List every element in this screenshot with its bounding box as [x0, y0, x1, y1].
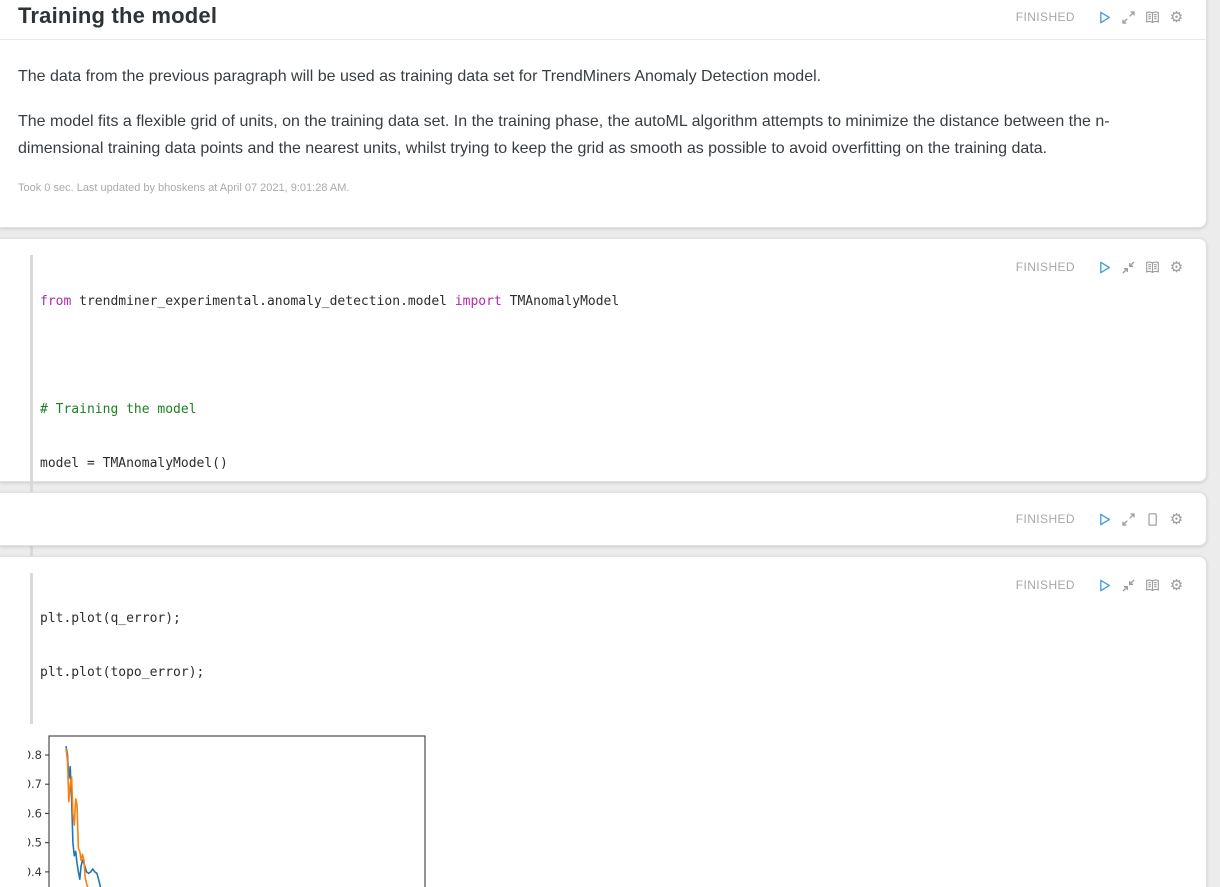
paragraph-empty[interactable]: FINISHED ⚙ — [0, 492, 1207, 546]
expand-icon[interactable] — [1121, 512, 1136, 527]
svg-text:0.8: 0.8 — [28, 748, 42, 762]
paragraph-training-code: FINISHED ⚙ from trendminer_experimental.… — [0, 238, 1207, 820]
page-title: Training the model — [18, 3, 218, 28]
status-badge: FINISHED — [1015, 260, 1075, 274]
book-open-icon[interactable] — [1145, 578, 1160, 593]
play-icon[interactable] — [1097, 512, 1112, 527]
svg-text:0.5: 0.5 — [28, 836, 42, 850]
gear-icon[interactable]: ⚙ — [1169, 575, 1184, 594]
gear-icon[interactable]: ⚙ — [1169, 509, 1184, 528]
code-line: plt.plot(q_error); — [40, 611, 181, 626]
book-open-icon[interactable] — [1145, 260, 1160, 275]
gear-icon[interactable]: ⚙ — [1169, 257, 1184, 276]
code-line: model = TMAnomalyModel() — [40, 456, 228, 471]
svg-text:0.7: 0.7 — [28, 777, 42, 791]
paragraph-markdown: FINISHED ⚙ Training the model The data f… — [0, 0, 1207, 228]
status-badge: FINISHED — [1015, 512, 1075, 526]
plot-output: 0.10.20.30.40.50.60.70.80100200300400500 — [28, 732, 1206, 887]
code-line-blank — [40, 347, 1206, 365]
collapse-icon[interactable] — [1121, 578, 1136, 593]
expand-icon[interactable] — [1121, 10, 1136, 25]
svg-text:0.6: 0.6 — [28, 806, 42, 820]
paragraph-toolbar: FINISHED ⚙ — [1016, 9, 1184, 25]
paragraph-toolbar: FINISHED ⚙ — [1016, 511, 1184, 527]
code-line: # Training the model — [40, 402, 197, 417]
play-icon[interactable] — [1097, 578, 1112, 593]
markdown-paragraph-1: The data from the previous paragraph wil… — [18, 68, 822, 85]
code-line: plt.plot(topo_error); — [40, 665, 205, 680]
play-icon[interactable] — [1097, 260, 1112, 275]
paragraph-footer: Took 0 sec. Last updated by bhoskens at … — [18, 181, 350, 194]
gear-icon[interactable]: ⚙ — [1169, 7, 1184, 26]
book-closed-icon[interactable] — [1145, 512, 1160, 527]
collapse-icon[interactable] — [1121, 260, 1136, 275]
paragraph-plot-code: FINISHED ⚙ plt.plot(q_error); plt.plot(t… — [0, 556, 1207, 887]
code-line: from trendminer_experimental.anomaly_det… — [40, 294, 620, 309]
paragraph-toolbar: FINISHED ⚙ — [1016, 259, 1184, 275]
status-badge: FINISHED — [1015, 578, 1075, 592]
error-chart-svg: 0.10.20.30.40.50.60.70.80100200300400500 — [28, 735, 426, 887]
markdown-paragraph-2: The model fits a flexible grid of units,… — [18, 112, 1110, 158]
svg-text:0.4: 0.4 — [28, 865, 42, 879]
paragraph-toolbar: FINISHED ⚙ — [1016, 577, 1184, 593]
status-badge: FINISHED — [1015, 10, 1075, 24]
title-divider — [0, 39, 1206, 40]
code-editor[interactable]: plt.plot(q_error); plt.plot(topo_error); — [30, 573, 1206, 724]
book-open-icon[interactable] — [1145, 10, 1160, 25]
play-icon[interactable] — [1097, 10, 1112, 25]
